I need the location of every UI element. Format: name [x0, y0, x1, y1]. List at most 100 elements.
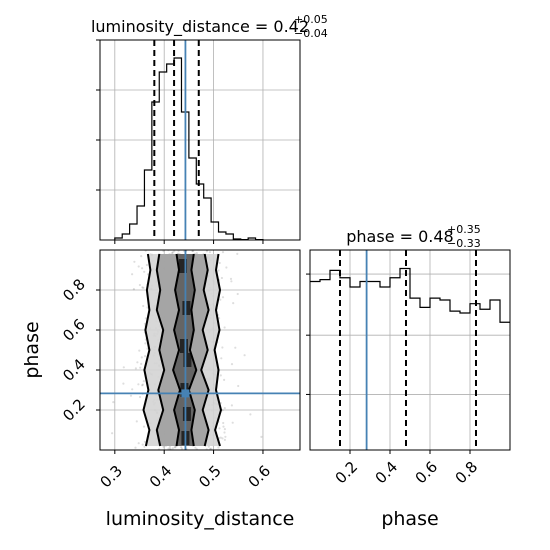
joint-scatter-point — [132, 288, 135, 291]
joint-density-panel: 0.3 0.4 0.5 0.60.20.40.60.8 luminosity_dist… — [21, 249, 301, 530]
joint-scatter-point — [173, 250, 176, 253]
joint-core-cell-1 — [182, 301, 191, 315]
joint-scatter-point — [139, 366, 142, 369]
phase-x-axis-label: phase — [381, 508, 438, 530]
joint-scatter-point — [140, 356, 143, 359]
joint-scatter-point — [224, 435, 227, 438]
joint-scatter-point — [138, 349, 141, 352]
luminosity-distance-title-minus: −0.04 — [294, 27, 328, 40]
joint-scatter-point — [209, 447, 212, 450]
joint-core-cell-5 — [182, 407, 191, 421]
joint-scatter-point — [260, 435, 263, 438]
joint-scatter-point — [141, 384, 144, 387]
joint-density-filled-levels — [143, 254, 221, 446]
joint-scatter-point — [143, 322, 146, 325]
joint-scatter-point — [191, 250, 194, 253]
joint-scatter-point — [141, 443, 144, 446]
joint-contour-middle-right — [200, 253, 210, 447]
joint-scatter-point — [218, 317, 221, 320]
joint-scatter-point — [142, 380, 145, 383]
phase-title-minus: −0.33 — [447, 237, 481, 250]
joint-scatter-point — [135, 420, 138, 423]
joint-scatter-point — [122, 366, 125, 369]
joint-scatter-point — [236, 252, 239, 255]
joint-scatter-point — [143, 440, 146, 443]
joint-scatter-point — [144, 355, 147, 358]
luminosity-distance-x-axis-label: luminosity_distance — [106, 508, 295, 530]
joint-scatter-point — [192, 250, 195, 253]
joint-density-contours — [142, 253, 222, 447]
joint-scatter-point — [162, 445, 165, 448]
joint-scatter-point — [223, 438, 226, 441]
joint-scatter-point — [136, 361, 139, 364]
joint-scatter-point — [167, 447, 170, 450]
joint-scatter-point — [141, 286, 144, 289]
joint-scatter-point — [222, 421, 225, 425]
joint-scatter-point — [217, 269, 220, 272]
luminosity-distance-title: luminosity_distance = 0.42 — [91, 17, 309, 37]
phase-title-plus: +0.35 — [447, 223, 481, 236]
joint-scatter-point — [243, 354, 246, 357]
luminosity-distance-histogram-ticks — [96, 39, 264, 244]
joint-scatter-point — [144, 317, 147, 320]
joint-scatter-point — [142, 425, 146, 428]
joint-scatter-point — [142, 304, 145, 308]
joint-scatter-point — [134, 446, 137, 449]
joint-contour-inner-left — [172, 253, 181, 447]
joint-scatter-point — [223, 428, 226, 431]
joint-scatter-point — [210, 447, 213, 450]
joint-scatter-point — [168, 446, 171, 449]
joint-scatter-point — [231, 421, 234, 424]
joint-scatter-point — [223, 378, 226, 381]
joint-scatter-point — [230, 363, 234, 366]
joint-scatter-point — [171, 251, 174, 254]
joint-density-body — [100, 250, 300, 450]
joint-scatter-point — [223, 407, 226, 410]
joint-scatter-point — [221, 296, 225, 299]
luminosity-distance-title-value: 0.42 — [273, 17, 309, 36]
joint-scatter-point — [230, 280, 233, 283]
joint-scatter-point — [219, 436, 222, 439]
joint-scatter-point — [223, 431, 226, 434]
joint-scatter-point — [138, 395, 142, 399]
luminosity-distance-histogram-panel: luminosity_distance = 0.42 +0.05 −0.04 — [91, 13, 328, 244]
joint-core-cell-0 — [178, 259, 187, 273]
joint-scatter-point — [171, 252, 174, 255]
joint-scatter-point — [219, 298, 222, 301]
phase-y-axis-label: phase — [21, 321, 43, 378]
joint-scatter-point — [222, 425, 225, 428]
joint-density-frame — [99, 249, 301, 451]
joint-contour-outer-left — [142, 253, 152, 447]
joint-scatter-point — [138, 283, 141, 287]
joint-contour-inner-right — [187, 253, 198, 447]
joint-scatter-point — [145, 263, 148, 267]
joint-contour-middle-left — [155, 253, 166, 447]
joint-scatter-point — [143, 445, 146, 448]
joint-scatter-point — [195, 252, 198, 255]
joint-scatter-point — [129, 394, 133, 397]
joint-scatter-point — [223, 326, 226, 329]
luminosity-distance-histogram-steps — [114, 57, 264, 241]
joint-scatter-point — [137, 383, 140, 386]
joint-scatter-point — [232, 302, 235, 305]
joint-scatter-point — [220, 357, 223, 360]
joint-core-cell-2 — [179, 339, 188, 353]
joint-scatter-point — [205, 250, 208, 253]
joint-scatter-point — [218, 427, 221, 430]
joint-scatter-point — [133, 260, 136, 263]
joint-scatter-point — [173, 446, 176, 449]
joint-scatter-point — [131, 388, 134, 391]
joint-scatter-point — [137, 265, 140, 268]
joint-scatter-point — [194, 446, 197, 449]
joint-scatter-point — [140, 255, 143, 258]
phase-histogram-panel: 0.2 0.4 0.6 0.8 phase = 0.48 +0.35 −0.33 ph… — [306, 223, 511, 530]
joint-scatter-point — [217, 446, 220, 449]
joint-scatter-point — [131, 273, 134, 276]
joint-scatter-point — [225, 266, 228, 269]
joint-scatter-point — [112, 401, 115, 404]
joint-core-cell-3 — [183, 353, 192, 367]
joint-scatter-point — [171, 447, 174, 450]
joint-scatter-point — [221, 437, 224, 440]
joint-scatter-point — [236, 292, 239, 296]
